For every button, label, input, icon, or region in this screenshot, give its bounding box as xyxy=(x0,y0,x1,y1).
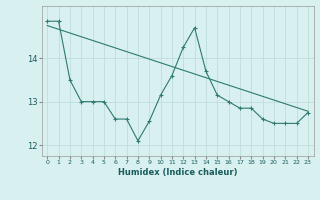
X-axis label: Humidex (Indice chaleur): Humidex (Indice chaleur) xyxy=(118,168,237,177)
